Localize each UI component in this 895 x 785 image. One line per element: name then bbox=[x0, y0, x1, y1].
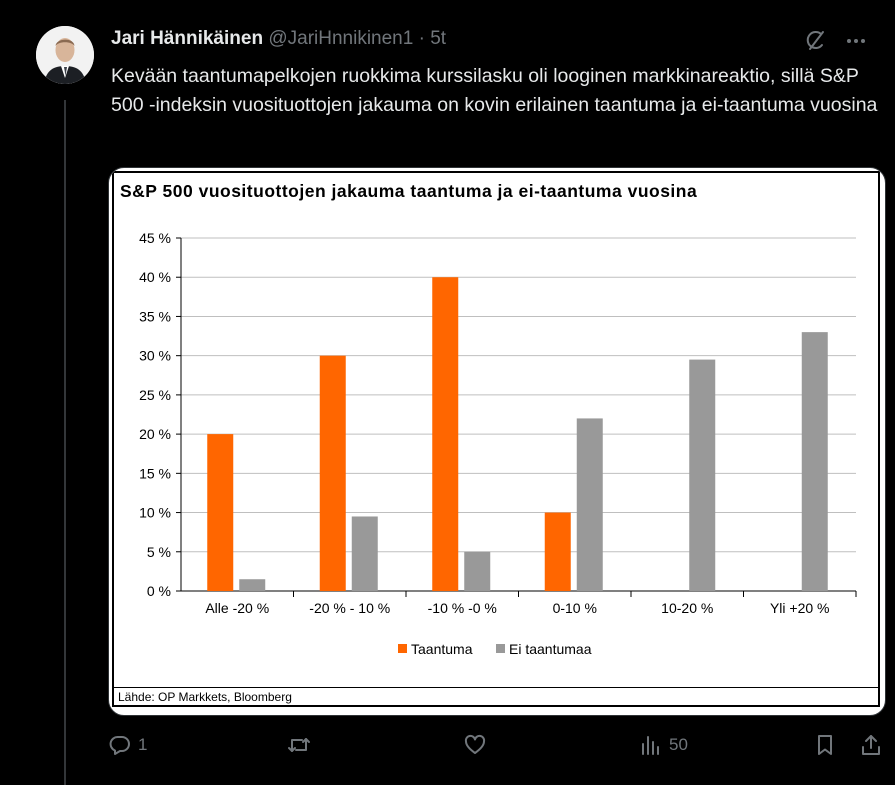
y-tick-label: 35 % bbox=[139, 308, 171, 324]
bar-ei-taantumaa bbox=[689, 359, 716, 591]
author-name[interactable]: Jari Hännikäinen bbox=[111, 28, 264, 49]
reply-button[interactable]: 1 bbox=[108, 733, 147, 757]
y-tick-label: 20 % bbox=[139, 426, 171, 442]
legend-swatch bbox=[398, 644, 407, 653]
legend-label: Taantuma bbox=[411, 641, 473, 657]
top-actions bbox=[803, 29, 867, 53]
y-tick-label: 45 % bbox=[139, 230, 171, 246]
legend-label: Ei taantumaa bbox=[509, 641, 592, 657]
legend-swatch bbox=[496, 644, 505, 653]
y-tick-label: 40 % bbox=[139, 269, 171, 285]
x-tick-label: -10 % -0 % bbox=[428, 600, 497, 616]
bar-taantuma bbox=[319, 355, 346, 591]
share-button[interactable] bbox=[860, 733, 882, 757]
bar-ei-taantumaa bbox=[239, 579, 266, 591]
x-tick-label: 0-10 % bbox=[553, 600, 597, 616]
bar-chart: 0 % 5 % 10 % 15 % 20 % 25 % 30 % 35 % 40 % 45 % Al… bbox=[139, 230, 857, 657]
retweet-button[interactable] bbox=[286, 733, 312, 757]
y-tick-label: 0 % bbox=[147, 583, 171, 599]
x-tick-label: -20 % - 10 % bbox=[309, 600, 390, 616]
x-tick-label: 10-20 % bbox=[661, 600, 713, 616]
bookmark-icon bbox=[814, 733, 836, 757]
y-tick-label: 25 % bbox=[139, 387, 171, 403]
like-icon bbox=[463, 733, 487, 757]
views-icon bbox=[639, 733, 663, 757]
more-icon[interactable] bbox=[845, 30, 867, 52]
bar-taantuma bbox=[432, 277, 459, 591]
like-button[interactable] bbox=[463, 733, 487, 757]
reply-count: 1 bbox=[138, 735, 148, 754]
bar-taantuma bbox=[207, 434, 234, 591]
bar-ei-taantumaa bbox=[351, 516, 378, 591]
grok-icon[interactable] bbox=[803, 29, 827, 53]
y-tick-label: 10 % bbox=[139, 505, 171, 521]
tweet-text: Kevään taantumapelkojen ruokkima kurssil… bbox=[111, 65, 878, 116]
x-tick-label: Yli +20 % bbox=[770, 600, 830, 616]
reply-icon bbox=[108, 733, 132, 757]
author-handle[interactable]: @JariHnnikinen1 bbox=[268, 28, 414, 49]
bar-ei-taantumaa bbox=[801, 332, 828, 591]
separator-dot: · bbox=[418, 28, 425, 49]
chart-frame: S&P 500 vuosituottojen jakauma taantuma … bbox=[112, 171, 880, 707]
bar-taantuma bbox=[544, 512, 571, 591]
tweet-media-image[interactable]: S&P 500 vuosituottojen jakauma taantuma … bbox=[108, 167, 886, 716]
retweet-icon bbox=[286, 733, 312, 757]
tweet-header: Jari Hännikäinen @JariHnnikinen1 · 5t bbox=[111, 28, 446, 50]
tweet-time[interactable]: 5t bbox=[430, 28, 447, 49]
views-button[interactable]: 50 bbox=[639, 733, 688, 757]
chart-title: S&P 500 vuosituottojen jakauma taantuma … bbox=[120, 181, 698, 201]
x-tick-label: Alle -20 % bbox=[205, 600, 269, 616]
bar-ei-taantumaa bbox=[464, 551, 491, 591]
share-icon bbox=[860, 733, 882, 757]
bookmark-button[interactable] bbox=[814, 733, 836, 757]
chart-source: Lähde: OP Markkets, Bloomberg bbox=[114, 687, 878, 707]
tweet-actions: 1 50 bbox=[108, 733, 884, 763]
avatar[interactable] bbox=[36, 26, 94, 84]
y-tick-label: 5 % bbox=[147, 544, 171, 560]
views-count: 50 bbox=[669, 735, 688, 754]
y-tick-label: 30 % bbox=[139, 348, 171, 364]
bar-ei-taantumaa bbox=[576, 418, 603, 591]
thread-line bbox=[64, 100, 66, 785]
y-tick-label: 15 % bbox=[139, 465, 171, 481]
